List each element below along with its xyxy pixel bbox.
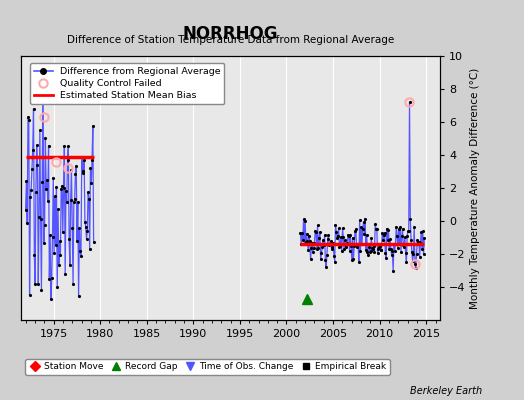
Legend: Station Move, Record Gap, Time of Obs. Change, Empirical Break: Station Move, Record Gap, Time of Obs. C… [26, 359, 390, 375]
Title: NORRHOG: NORRHOG [183, 25, 278, 43]
Y-axis label: Monthly Temperature Anomaly Difference (°C): Monthly Temperature Anomaly Difference (… [470, 67, 480, 309]
Text: Berkeley Earth: Berkeley Earth [410, 386, 482, 396]
Text: Difference of Station Temperature Data from Regional Average: Difference of Station Temperature Data f… [67, 36, 394, 46]
